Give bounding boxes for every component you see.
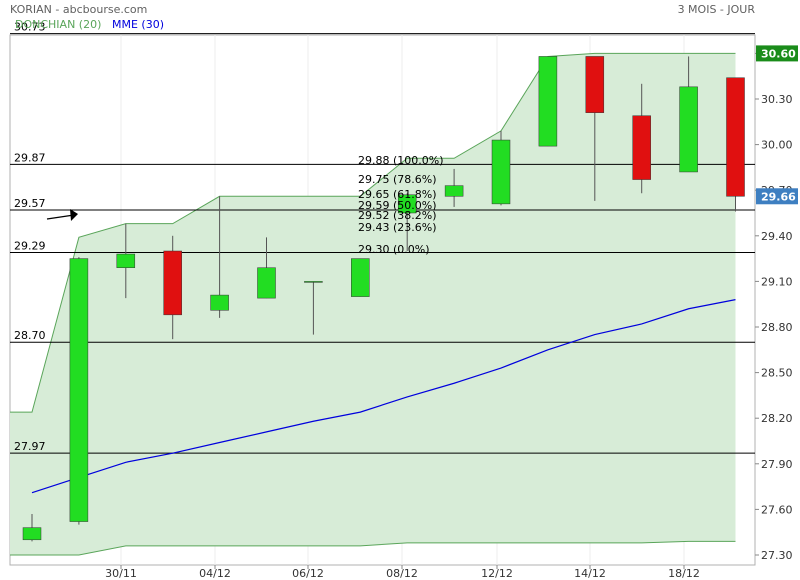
donchian-fill	[10, 53, 736, 556]
candle-up	[351, 258, 370, 297]
y-tick-label: 28.50	[761, 367, 793, 380]
candle-up	[538, 56, 558, 147]
y-tick-label: 28.80	[761, 321, 793, 334]
candle-up	[116, 253, 136, 268]
level-label: 29.87	[14, 151, 46, 164]
fib-label: 29.30 (0.0%)	[358, 243, 430, 256]
x-tick-label: 12/12	[481, 567, 513, 580]
x-tick-label: 06/12	[292, 567, 324, 580]
candle-down	[632, 115, 651, 180]
candle-down	[585, 56, 605, 113]
level-label: 29.29	[14, 240, 46, 253]
y-tick-label: 27.60	[761, 503, 793, 516]
legend: DONCHIAN (20) MME (30)	[15, 18, 164, 31]
last-price-tag	[756, 45, 798, 62]
last-price-label: 30.60	[761, 47, 796, 60]
candle-up	[210, 294, 229, 311]
mme-series	[31, 299, 736, 494]
current-price-tag	[756, 188, 798, 205]
legend-donchian: DONCHIAN (20)	[15, 18, 101, 31]
x-tick-label: 04/12	[199, 567, 231, 580]
x-tick-label: 14/12	[574, 567, 606, 580]
fib-label: 29.88 (100.0%)	[358, 154, 444, 167]
level-label: 27.97	[14, 440, 46, 453]
y-tick-label: 30.30	[761, 93, 793, 106]
candle-up	[304, 281, 323, 283]
candle-up	[491, 139, 511, 205]
candle-up	[397, 194, 417, 214]
x-tick-label: 18/12	[668, 567, 700, 580]
y-tick-label: 30.00	[761, 139, 793, 152]
y-tick-label: 27.30	[761, 549, 793, 562]
fib-label: 29.75 (78.6%)	[358, 173, 437, 186]
y-tick-label: 29.40	[761, 230, 793, 243]
mme-line	[31, 299, 736, 494]
candle-up	[69, 258, 89, 522]
trend-arrow	[46, 209, 78, 221]
x-tick-label: 08/12	[386, 567, 418, 580]
chart-title: KORIAN - abcbourse.com	[10, 3, 147, 16]
fib-label: 29.43 (23.6%)	[358, 221, 437, 234]
level-label: 29.57	[14, 197, 46, 210]
x-tick-label: 30/11	[105, 567, 137, 580]
fib-label: 29.59 (50.0%)	[358, 199, 437, 212]
donchian-channel	[10, 52, 736, 556]
level-label: 30.73	[14, 21, 46, 34]
level-label: 28.70	[14, 329, 46, 342]
y-tick-label: 29.10	[761, 275, 793, 288]
fib-label: 29.52 (38.2%)	[358, 209, 437, 222]
candle-up	[257, 267, 276, 299]
fib-label: 29.65 (61.8%)	[358, 188, 437, 201]
candle-down	[163, 250, 182, 316]
chart-period: 3 MOIS - JOUR	[678, 3, 756, 16]
donchian-lower	[10, 540, 736, 556]
candle-down	[726, 77, 745, 197]
current-price-label: 29.66	[761, 190, 796, 203]
legend-mme: MME (30)	[112, 18, 164, 31]
fibonacci-labels: 29.88 (100.0%) 29.75 (78.6%) 29.65 (61.8%)…	[358, 154, 444, 256]
axes: 30/11 04/12 06/12 08/12 12/12 14/12 18/12 30.60…	[105, 45, 798, 580]
y-tick-label: 28.20	[761, 412, 793, 425]
y-tick-label: 27.90	[761, 458, 793, 471]
candle-up	[444, 185, 464, 197]
candle-up	[679, 86, 698, 173]
horizontal-levels: 30.73 29.87 29.57 29.29 28.70 27.97	[10, 21, 755, 454]
donchian-upper	[10, 52, 736, 413]
candle-up	[22, 527, 42, 541]
candles	[22, 56, 745, 542]
